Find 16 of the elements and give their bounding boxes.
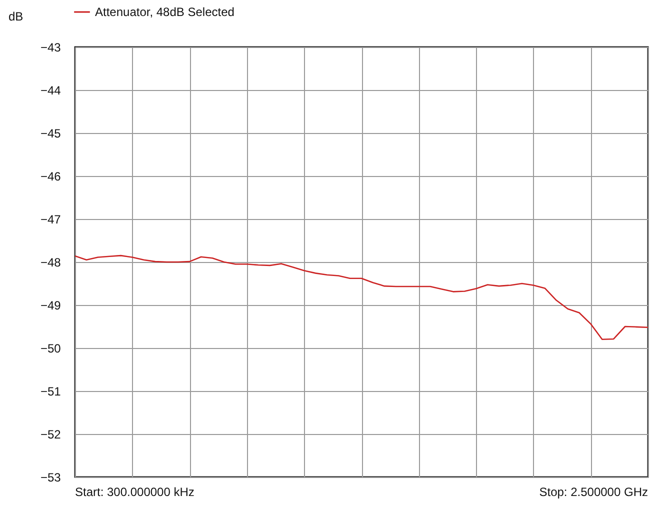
y-tick-label: −43 [40, 40, 62, 54]
y-tick-label: −46 [40, 170, 62, 184]
y-tick-label: −52 [40, 428, 62, 442]
y-tick-label: −47 [40, 212, 62, 226]
y-tick-label: −51 [40, 384, 62, 398]
text: Stop: 2.500000 GHz [539, 485, 648, 499]
y-tick-label: −45 [40, 126, 62, 140]
y-tick-label: −50 [40, 342, 62, 356]
y-tick-label: −48 [40, 256, 62, 270]
y-tick-label: −49 [40, 298, 62, 312]
legend-label: Attenuator, 48dB Selected [95, 5, 234, 19]
y-tick-label: −53 [40, 470, 62, 484]
y-tick-label: −44 [40, 84, 62, 98]
y-axis-title: dB [8, 10, 24, 24]
line-series [75, 254, 648, 340]
text: Start: 300.000000 kHz [75, 485, 194, 499]
